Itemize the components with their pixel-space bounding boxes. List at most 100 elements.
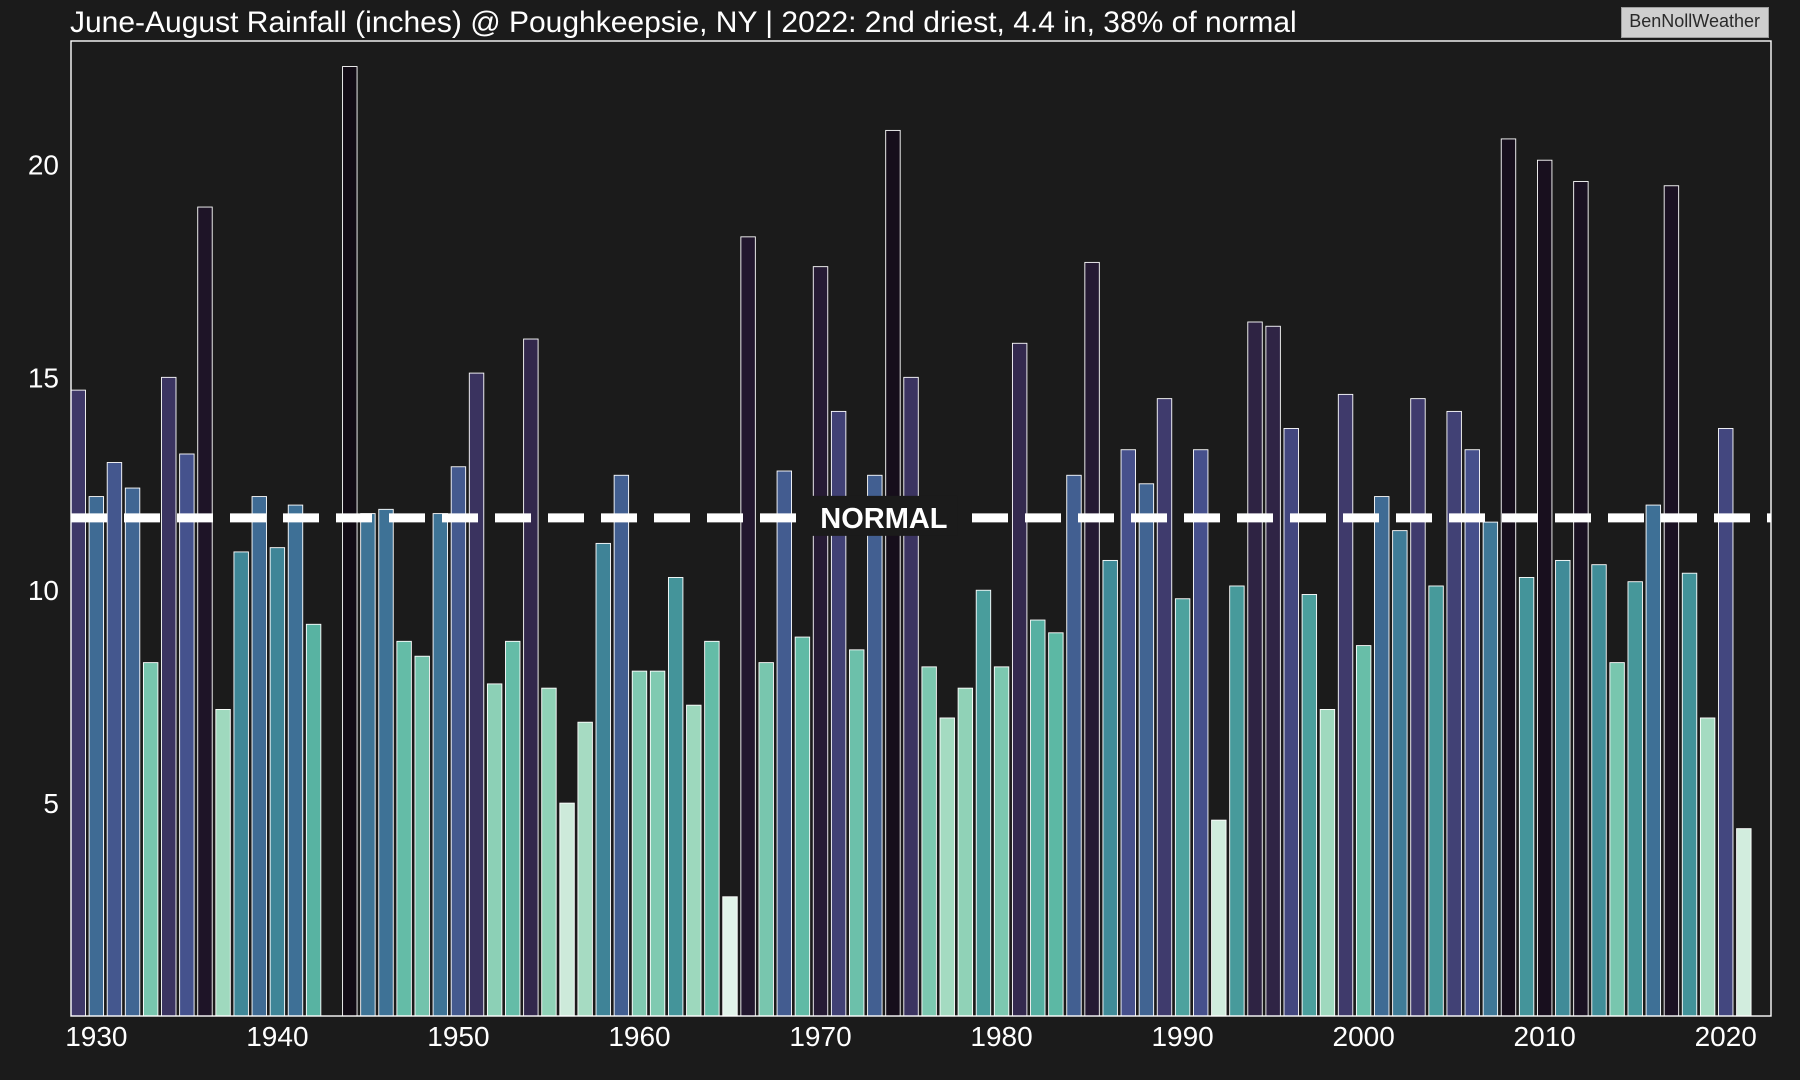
x-tick-label-2010: 2010 <box>1514 1021 1576 1052</box>
bar-2007 <box>1482 521 1499 1017</box>
bar-1981 <box>1011 342 1028 1017</box>
x-tick-label-2020: 2020 <box>1695 1021 1757 1052</box>
bar-1961 <box>649 670 666 1017</box>
bar-1958 <box>595 542 611 1017</box>
bar-2021 <box>1736 828 1752 1017</box>
bar-1995 <box>1265 325 1281 1017</box>
bar-2008 <box>1500 138 1517 1017</box>
bar-1934 <box>161 376 177 1017</box>
normal-line-layer: NORMAL <box>71 495 1771 536</box>
bar-1940 <box>269 547 286 1017</box>
bar-2004 <box>1428 585 1444 1017</box>
x-tick-label-1930: 1930 <box>65 1021 127 1052</box>
bar-1955 <box>541 687 557 1017</box>
normal-label-background <box>809 495 958 536</box>
bar-2003 <box>1410 398 1426 1017</box>
bar-1932 <box>124 487 141 1017</box>
bar-2000 <box>1355 645 1372 1017</box>
bar-2005 <box>1446 410 1462 1017</box>
bar-1991 <box>1193 449 1209 1017</box>
bar-1960 <box>631 670 648 1017</box>
bar-1968 <box>776 470 793 1017</box>
bar-1952 <box>486 683 503 1017</box>
bar-1929 <box>70 389 86 1017</box>
bar-1951 <box>468 372 485 1017</box>
bar-2018 <box>1681 572 1698 1017</box>
bar-1956 <box>559 802 575 1017</box>
bar-1930 <box>88 496 105 1017</box>
x-tick-label-2000: 2000 <box>1333 1021 1395 1052</box>
bar-1933 <box>142 662 159 1017</box>
x-tick-label-1940: 1940 <box>246 1021 308 1052</box>
bar-1977 <box>939 717 955 1017</box>
bar-1931 <box>106 462 123 1017</box>
bar-1975 <box>903 376 919 1017</box>
bar-1969 <box>794 636 811 1017</box>
x-tick-label-1980: 1980 <box>970 1021 1032 1052</box>
bar-2011 <box>1555 559 1571 1017</box>
bar-2002 <box>1392 530 1408 1017</box>
x-axis-ticks: 1930 1940 1950 1960 1970 1980 1990 2000 2010 2020 <box>65 1021 1757 1052</box>
bar-1974 <box>885 129 901 1017</box>
bar-2019 <box>1699 717 1716 1017</box>
axes-frame <box>70 40 1772 1017</box>
bar-1988 <box>1138 483 1155 1017</box>
bar-1997 <box>1301 594 1318 1017</box>
bar-1945 <box>360 513 376 1017</box>
bar-1998 <box>1319 709 1336 1017</box>
bar-1941 <box>287 504 304 1017</box>
x-tick-label-1950: 1950 <box>427 1021 489 1052</box>
y-tick-label-10: 10 <box>28 575 59 606</box>
bar-1983 <box>1048 632 1064 1017</box>
bar-1957 <box>577 721 593 1017</box>
bar-1992 <box>1211 819 1227 1017</box>
x-tick-label-1960: 1960 <box>608 1021 670 1052</box>
bar-1942 <box>305 623 322 1017</box>
bar-2015 <box>1627 581 1643 1017</box>
bar-1982 <box>1030 619 1046 1017</box>
bar-1972 <box>849 649 865 1017</box>
bar-1962 <box>667 577 684 1017</box>
bar-2013 <box>1591 564 1607 1017</box>
bar-1999 <box>1337 393 1354 1017</box>
normal-label: NORMAL <box>820 503 947 535</box>
bar-1976 <box>921 666 937 1017</box>
bar-1965 <box>722 896 738 1017</box>
bar-1950 <box>450 466 467 1017</box>
y-axis-ticks: 5 10 15 20 <box>28 149 59 819</box>
bar-2010 <box>1536 159 1553 1017</box>
bar-1949 <box>432 513 449 1017</box>
bar-1980 <box>993 666 1010 1017</box>
bar-1954 <box>523 338 539 1017</box>
bar-1938 <box>233 551 249 1017</box>
bar-2016 <box>1645 504 1662 1017</box>
y-tick-label-15: 15 <box>28 362 59 393</box>
bar-2009 <box>1518 577 1535 1017</box>
bar-1978 <box>957 687 974 1017</box>
bar-1989 <box>1156 398 1173 1017</box>
bar-1985 <box>1084 261 1100 1017</box>
bar-1993 <box>1229 585 1245 1017</box>
bar-1953 <box>505 640 521 1017</box>
bar-1964 <box>704 640 720 1017</box>
bar-1986 <box>1102 559 1118 1017</box>
bar-1946 <box>378 508 394 1017</box>
bar-1948 <box>414 655 430 1017</box>
bar-2001 <box>1374 496 1390 1017</box>
bar-1966 <box>740 236 756 1017</box>
bar-1939 <box>251 496 267 1017</box>
bar-1963 <box>686 704 702 1017</box>
bar-1970 <box>812 266 829 1017</box>
bar-2017 <box>1663 185 1680 1017</box>
x-tick-label-1970: 1970 <box>789 1021 851 1052</box>
bar-1990 <box>1174 598 1191 1017</box>
x-tick-label-1990: 1990 <box>1151 1021 1213 1052</box>
bar-1937 <box>215 709 231 1017</box>
y-tick-label-20: 20 <box>28 149 59 180</box>
bar-1944 <box>342 66 358 1017</box>
bar-1984 <box>1066 474 1082 1017</box>
bar-1973 <box>867 474 883 1017</box>
chart-title: June-August Rainfall (inches) @ Poughkee… <box>70 6 1297 39</box>
